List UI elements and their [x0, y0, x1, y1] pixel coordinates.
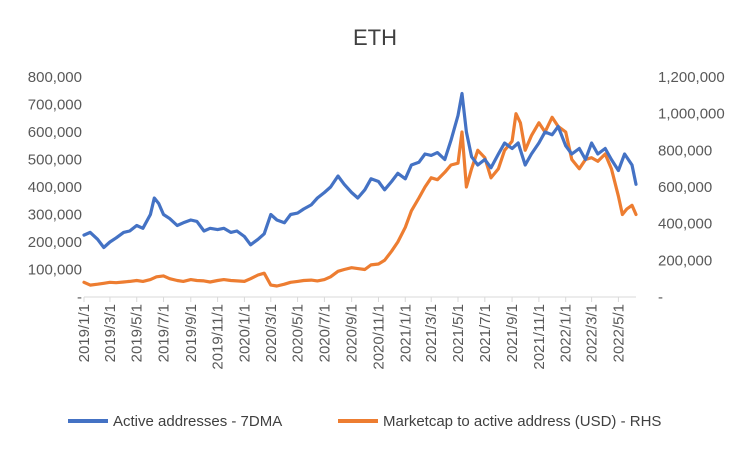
legend-label: Active addresses - 7DMA	[113, 413, 282, 430]
x-tick-label: 2019/5/1	[129, 304, 146, 362]
x-tick-label: 2021/5/1	[450, 304, 467, 362]
x-tick-label: 2021/9/1	[504, 304, 521, 362]
series-line-active-addresses	[82, 91, 638, 250]
right-y-tick-label: 200,000	[658, 252, 712, 269]
x-tick-label: 2020/9/1	[344, 304, 361, 362]
right-y-tick-label: 1,000,000	[658, 106, 725, 123]
left-y-tick-label: 400,000	[28, 179, 82, 196]
series-layer	[82, 91, 638, 288]
x-tick-label: 2021/7/1	[477, 304, 494, 362]
legend-label: Marketcap to active address (USD) - RHS	[383, 413, 661, 430]
x-tick-label: 2019/1/1	[76, 304, 93, 362]
right-y-tick-label: 600,000	[658, 179, 712, 196]
left-y-tick-label: 300,000	[28, 207, 82, 224]
x-axis: 2019/1/1 2019/3/1 2019/5/1 2019/7/1 2019/9/1…	[76, 297, 627, 370]
x-tick-label: 2019/7/1	[156, 304, 173, 362]
right-y-tick-label: -	[658, 289, 663, 306]
x-tick-label: 2021/1/1	[397, 304, 414, 362]
left-y-tick-label: 800,000	[28, 69, 82, 86]
right-y-tick-label: 400,000	[658, 216, 712, 233]
x-tick-label: 2021/3/1	[423, 304, 440, 362]
x-tick-label: 2020/11/1	[370, 304, 387, 370]
left-y-tick-label: 500,000	[28, 152, 82, 169]
x-tick-label: 2021/11/1	[531, 304, 548, 370]
left-y-tick-label: 200,000	[28, 234, 82, 251]
x-tick-label: 2019/9/1	[183, 304, 200, 362]
right-y-tick-label: 800,000	[658, 142, 712, 159]
right-y-tick-label: 1,200,000	[658, 69, 725, 86]
x-tick-label: 2019/3/1	[102, 304, 119, 362]
x-tick-label: 2020/1/1	[236, 304, 253, 362]
left-y-axis: - 100,000 200,000 300,000 400,000 500,000 600,…	[28, 69, 82, 306]
x-tick-label: 2020/5/1	[290, 304, 307, 362]
x-tick-label: 2022/3/1	[584, 304, 601, 362]
x-tick-label: 2022/1/1	[558, 304, 575, 362]
right-y-axis: - 200,000 400,000 600,000 800,000 1,000,000 1,…	[658, 69, 725, 306]
left-y-tick-label: 100,000	[28, 262, 82, 279]
legend: Active addresses - 7DMA Marketcap to acti…	[68, 413, 661, 430]
x-tick-label: 2022/5/1	[610, 304, 627, 362]
series-line-marketcap-per-address	[82, 112, 638, 288]
chart-title: ETH	[353, 25, 397, 50]
x-tick-label: 2020/7/1	[316, 304, 333, 362]
x-tick-label: 2020/3/1	[263, 304, 280, 362]
x-tick-label: 2019/11/1	[210, 304, 227, 370]
left-y-tick-label: 700,000	[28, 97, 82, 114]
left-y-tick-label: 600,000	[28, 124, 82, 141]
left-y-tick-label: -	[77, 289, 82, 306]
